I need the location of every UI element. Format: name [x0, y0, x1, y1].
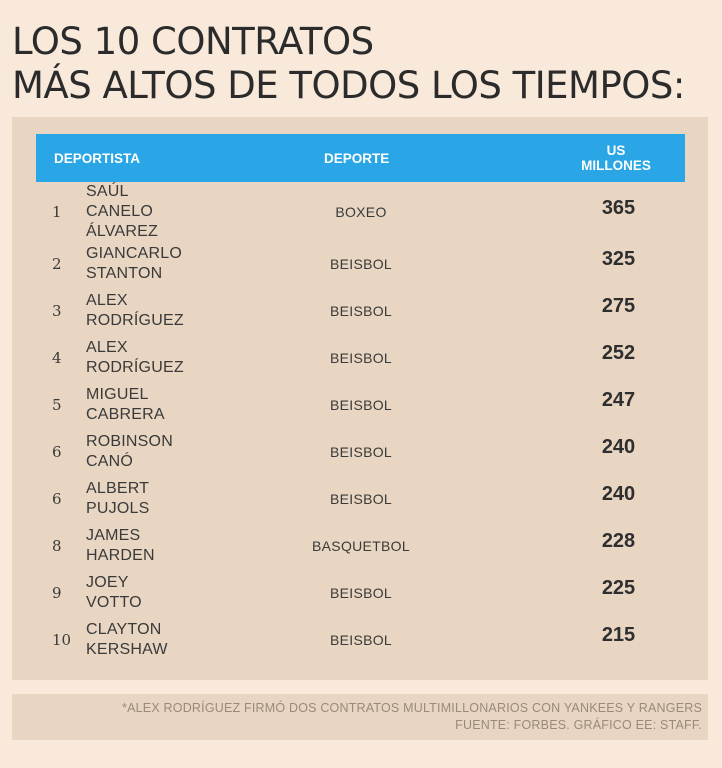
athlete-name-line: CANÓ	[86, 452, 134, 470]
row-sport: BEISBOL	[329, 349, 393, 366]
row-athlete-name: ALEX RODRÍGUEZ	[86, 287, 184, 334]
row-sport: BEISBOL	[329, 255, 393, 272]
table-row: 9 JOEY VOTTO BEISBOL 225	[36, 569, 685, 616]
athlete-name-line: MIGUEL	[86, 385, 149, 403]
table-row: 1 SAÚL CANELO ÁLVAREZ BOXEO 365	[36, 183, 685, 240]
athlete-name-line: PUJOLS	[86, 499, 150, 517]
row-rank: 9	[52, 583, 62, 602]
row-contract-value: 240	[601, 436, 636, 458]
row-rank: 6	[52, 442, 62, 461]
athlete-name-line: GIANCARLO	[86, 244, 183, 262]
row-athlete-name: CLAYTON KERSHAW	[86, 616, 168, 663]
row-rank: 3	[52, 301, 62, 320]
athlete-name-line: CANELO	[86, 203, 153, 220]
row-contract-value: 252	[601, 342, 636, 364]
footnote-source: FUENTE: FORBES. GRÁFICO EE: STAFF.	[455, 718, 702, 732]
row-rank: 2	[52, 254, 62, 273]
page-title: LOS 10 CONTRATOS MÁS ALTOS DE TODOS LOS …	[12, 20, 712, 108]
athlete-name-line: CLAYTON	[86, 620, 162, 638]
row-rank: 4	[52, 348, 62, 367]
row-rank: 10	[52, 630, 72, 649]
table-row: 4 ALEX RODRÍGUEZ BEISBOL 252	[36, 334, 685, 381]
row-athlete-name: JOEY VOTTO	[86, 569, 142, 616]
header-deportista: DEPORTISTA	[54, 150, 141, 166]
row-rank: 8	[52, 536, 62, 555]
athlete-name-line: HARDEN	[86, 546, 155, 564]
table-row: 10 CLAYTON KERSHAW BEISBOL 215	[36, 616, 685, 663]
table-header: DEPORTISTA DEPORTE US MILLONES	[36, 134, 685, 182]
table-row: 3 ALEX RODRÍGUEZ BEISBOL 275	[36, 287, 685, 334]
row-athlete-name: ALBERT PUJOLS	[86, 475, 149, 522]
table-body: 1 SAÚL CANELO ÁLVAREZ BOXEO 365 2 GIANCARLO STAN…	[36, 183, 685, 663]
title-line-1: LOS 10 CONTRATOS	[12, 20, 374, 63]
row-contract-value: 225	[601, 577, 636, 599]
row-athlete-name: ALEX RODRÍGUEZ	[86, 334, 184, 381]
footnote: *ALEX RODRÍGUEZ FIRMÓ DOS CONTRATOS MULT…	[12, 694, 708, 740]
athlete-name-line: ALEX	[86, 338, 128, 356]
athlete-name-line: KERSHAW	[86, 640, 168, 658]
table-row: 8 JAMES HARDEN BASQUETBOL 228	[36, 522, 685, 569]
table-row: 6 ALBERT PUJOLS BEISBOL 240	[36, 475, 685, 522]
athlete-name-line: VOTTO	[86, 593, 142, 611]
row-rank: 5	[52, 395, 62, 414]
row-contract-value: 228	[601, 530, 636, 552]
athlete-name-line: RODRÍGUEZ	[86, 311, 184, 329]
athlete-name-line: ALEX	[86, 291, 128, 309]
table-row: 6 ROBINSON CANÓ BEISBOL 240	[36, 428, 685, 475]
table-row: 5 MIGUEL CABRERA BEISBOL 247	[36, 381, 685, 428]
athlete-name-line: ROBINSON	[86, 432, 173, 450]
row-athlete-name: GIANCARLO STANTON	[86, 240, 182, 287]
row-rank: 6	[52, 489, 62, 508]
row-sport: BOXEO	[335, 204, 387, 220]
row-athlete-name: MIGUEL CABRERA	[86, 381, 165, 428]
title-line-2: MÁS ALTOS DE TODOS LOS TIEMPOS:	[12, 64, 685, 107]
header-us: US	[606, 143, 626, 158]
row-rank: 1	[52, 203, 62, 221]
row-athlete-name: JAMES HARDEN	[86, 522, 155, 569]
row-contract-value: 240	[601, 483, 636, 505]
header-us-millones: US MILLONES	[566, 134, 666, 182]
row-contract-value: 247	[601, 389, 636, 411]
row-contract-value: 215	[601, 624, 636, 646]
row-sport: BEISBOL	[329, 396, 393, 413]
row-sport: BEISBOL	[329, 302, 393, 319]
header-millones: MILLONES	[581, 158, 651, 173]
row-athlete-name: SAÚL CANELO ÁLVAREZ	[86, 183, 158, 240]
athlete-name-line: SAÚL	[86, 183, 129, 200]
athlete-name-line: ALBERT	[86, 479, 150, 497]
row-sport: BEISBOL	[329, 584, 393, 601]
row-contract-value: 365	[601, 196, 636, 219]
athlete-name-line: ÁLVAREZ	[86, 223, 158, 240]
athlete-name-line: JOEY	[86, 573, 129, 591]
athlete-name-line: JAMES	[86, 526, 141, 544]
row-sport: BASQUETBOL	[312, 537, 410, 554]
row-sport: BEISBOL	[329, 490, 393, 507]
row-contract-value: 325	[601, 248, 636, 270]
footnote-note: *ALEX RODRÍGUEZ FIRMÓ DOS CONTRATOS MULT…	[122, 701, 702, 715]
row-sport: BEISBOL	[329, 631, 393, 648]
athlete-name-line: STANTON	[86, 264, 163, 282]
athlete-name-line: RODRÍGUEZ	[86, 358, 184, 376]
contracts-table-panel: DEPORTISTA DEPORTE US MILLONES 1 SAÚL CANE…	[12, 117, 708, 680]
table-row: 2 GIANCARLO STANTON BEISBOL 325	[36, 240, 685, 287]
header-deporte: DEPORTE	[324, 150, 390, 166]
row-sport: BEISBOL	[329, 443, 393, 460]
row-athlete-name: ROBINSON CANÓ	[86, 428, 173, 475]
row-contract-value: 275	[601, 295, 636, 317]
athlete-name-line: CABRERA	[86, 405, 165, 423]
